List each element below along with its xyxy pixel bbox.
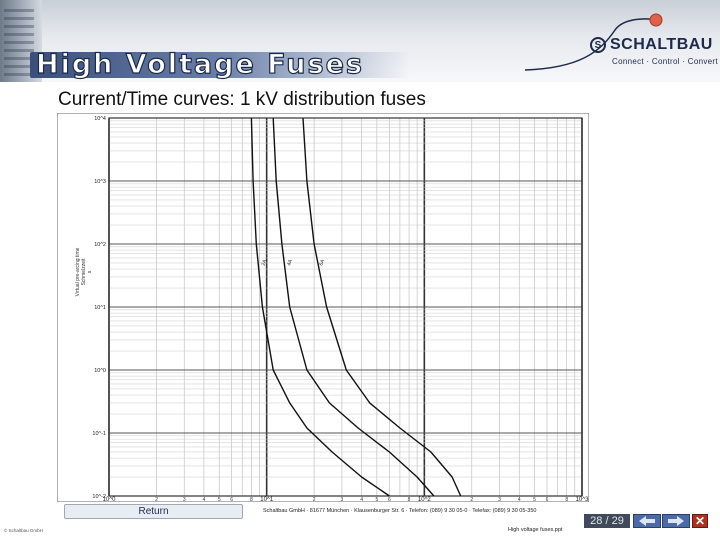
tagline: Connect · Control · Convert xyxy=(612,57,718,66)
x-minor-tick-label: 2 xyxy=(470,497,473,502)
x-major-tick-label: 10^0 xyxy=(103,497,116,502)
footer-address: Schaltbau GmbH · 81677 München · Klausen… xyxy=(263,508,537,514)
fuse-curve-4A xyxy=(272,117,435,497)
close-button[interactable]: ✕ xyxy=(692,514,708,528)
y-axis-label-line: Virtual pre-arcing time xyxy=(75,247,81,296)
copyright-text: © Schaltbau GmbH xyxy=(4,528,43,533)
x-minor-tick-label: 8 xyxy=(565,497,568,502)
swoosh-graphic xyxy=(524,13,663,71)
x-minor-tick-label: 6 xyxy=(546,497,549,502)
page-counter: 28 / 29 xyxy=(584,514,630,528)
return-button[interactable]: Return xyxy=(64,504,243,519)
series-label-4A: 4A xyxy=(286,258,294,266)
y-major-tick-label: 10^0 xyxy=(94,368,106,374)
fuse-curve-6A xyxy=(302,117,462,497)
y-axis-label-line: s xyxy=(87,270,93,273)
title-band xyxy=(30,52,410,78)
x-minor-tick-label: 4 xyxy=(518,497,521,502)
plot-area-frame xyxy=(108,117,583,497)
close-icon: ✕ xyxy=(694,514,706,528)
y-major-tick-label: 10^4 xyxy=(94,116,106,122)
y-major-tick-label: 10^-1 xyxy=(92,431,106,437)
left-arrow-icon xyxy=(639,516,655,526)
fuse-curve-2A xyxy=(250,117,390,497)
y-major-tick-label: 10^-2 xyxy=(92,494,106,500)
x-minor-tick-label: 3 xyxy=(498,497,501,502)
x-minor-tick-label: 6 xyxy=(388,497,391,502)
logo: S SCHALTBAU xyxy=(590,36,713,54)
current-time-chart: 10^0 10^1 10^2 10^3 2 3 4 5 6 8 2 3 4 5 6 8 2 3 4 5 6 8 10^4 10… xyxy=(57,113,589,502)
x-major-tick-label: 10^3 xyxy=(576,497,589,502)
logo-text: SCHALTBAU xyxy=(610,36,713,53)
y-major-tick-label: 10^1 xyxy=(94,305,106,311)
next-slide-button[interactable] xyxy=(662,514,690,528)
x-major-tick-label: 10^1 xyxy=(260,497,273,502)
x-major-tick-label: 10^2 xyxy=(418,497,431,502)
series-label-6A: 6A xyxy=(318,258,326,266)
right-arrow-icon xyxy=(668,516,684,526)
prev-slide-button[interactable] xyxy=(633,514,661,528)
x-minor-tick-label: 4 xyxy=(360,497,363,502)
footer-filename: High voltage fuses.ppt xyxy=(508,527,563,533)
x-minor-tick-label: 8 xyxy=(408,497,411,502)
x-minor-tick-label: 6 xyxy=(230,497,233,502)
series-label-2A: 2A xyxy=(261,258,269,266)
y-major-tick-label: 10^3 xyxy=(94,179,106,185)
x-minor-tick-label: 3 xyxy=(183,497,186,502)
building-photo xyxy=(0,0,42,82)
main-title: High Voltage Fuses xyxy=(35,48,364,80)
x-minor-tick-label: 4 xyxy=(203,497,206,502)
y-major-tick-label: 10^2 xyxy=(94,242,106,248)
y-axis-label-line: Schmelzzeit xyxy=(81,258,87,286)
x-minor-tick-label: 5 xyxy=(218,497,221,502)
slide-subtitle: Current/Time curves: 1 kV distribution f… xyxy=(58,89,426,110)
x-minor-tick-label: 5 xyxy=(533,497,536,502)
x-minor-tick-label: 2 xyxy=(155,497,158,502)
x-minor-tick-label: 5 xyxy=(375,497,378,502)
x-minor-tick-label: 8 xyxy=(250,497,253,502)
logo-mark-icon: S xyxy=(590,37,606,53)
x-minor-tick-label: 3 xyxy=(341,497,344,502)
x-minor-tick-label: 2 xyxy=(313,497,316,502)
